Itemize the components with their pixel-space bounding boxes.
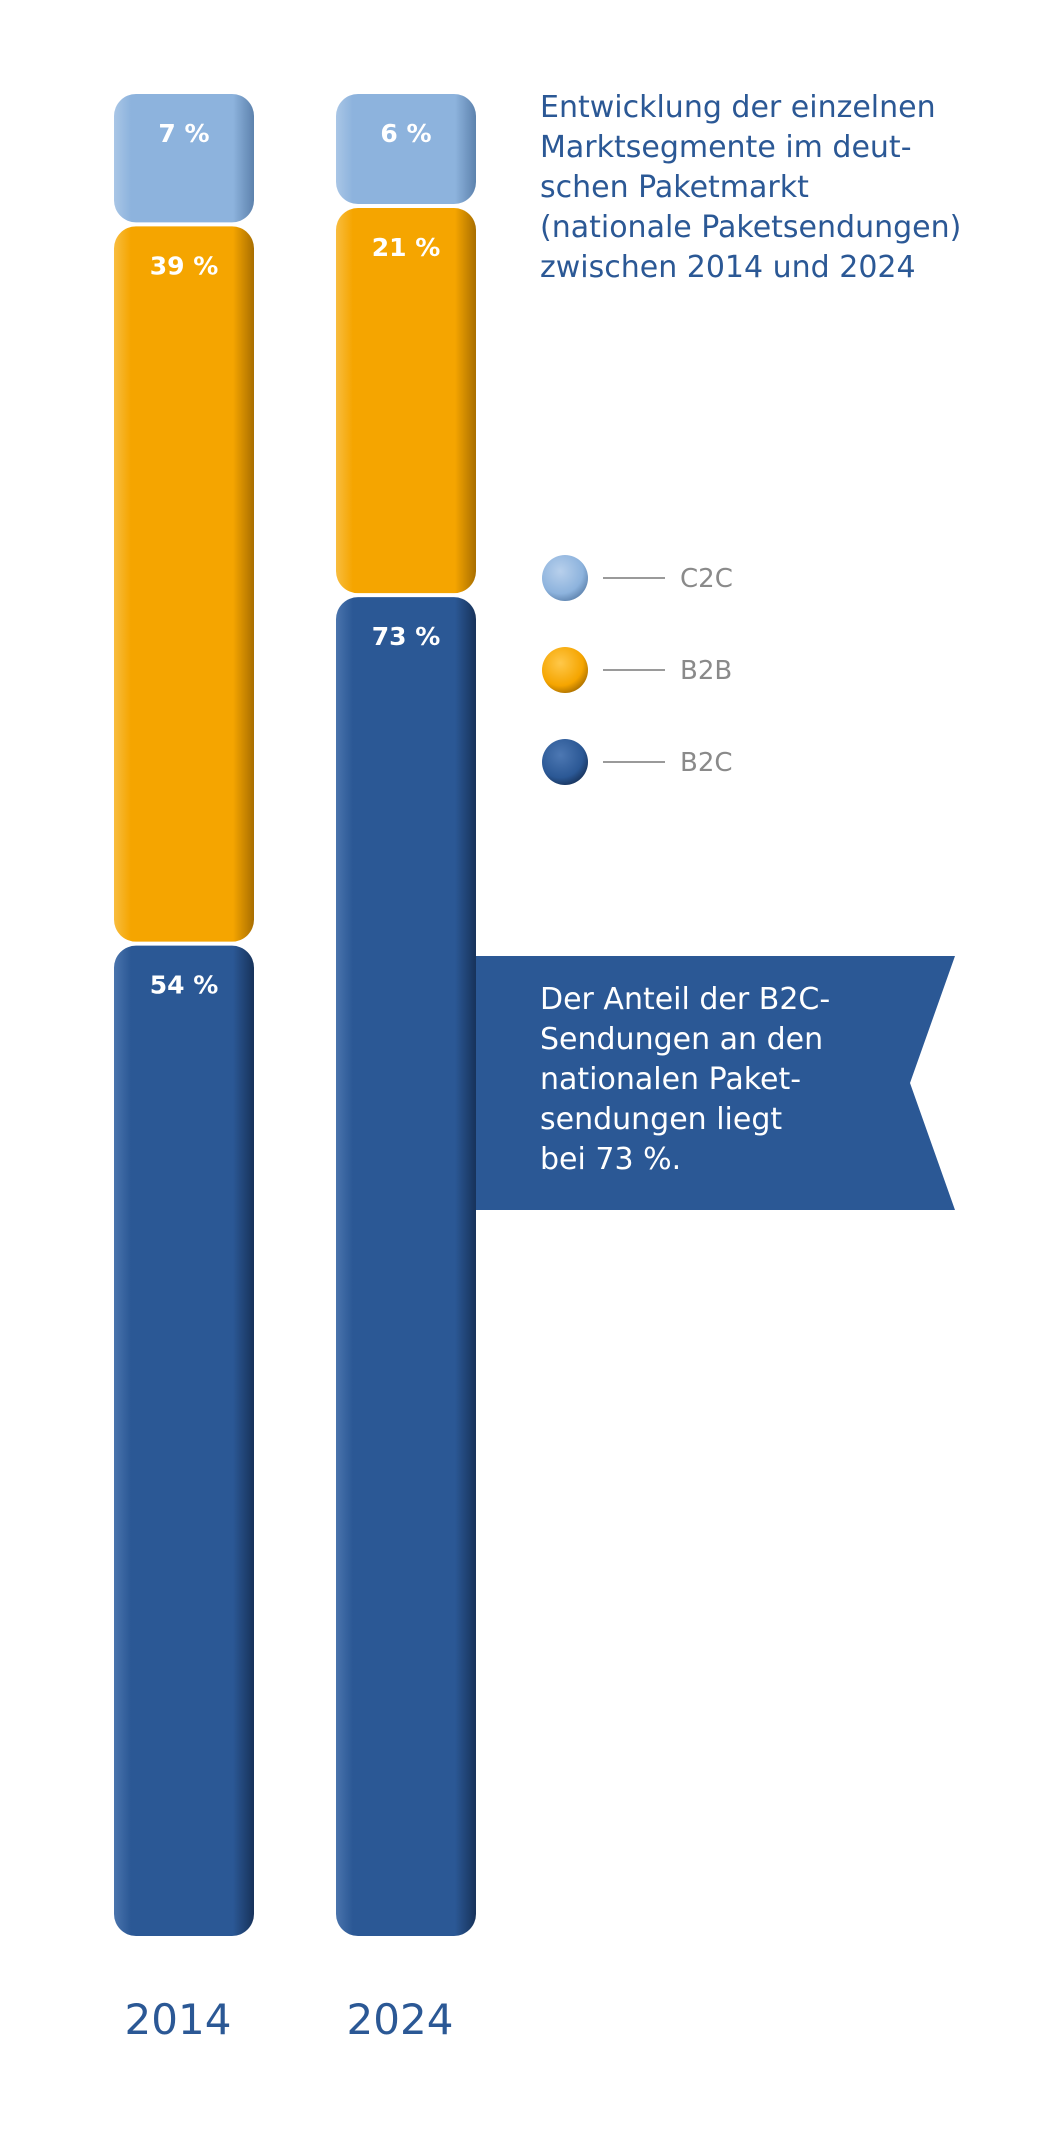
data-label-c2c-2014: 7 % [158, 119, 209, 148]
chart-title-line: schen Paketmarkt [540, 170, 809, 205]
bar-b2c-2024 [336, 597, 476, 1937]
chart-title-line: Entwicklung der einzelnen [540, 90, 936, 125]
legend-swatch-c2c [542, 555, 588, 601]
callout-line: Sendungen an den [540, 1022, 824, 1057]
legend-label-b2c: B2C [680, 748, 733, 778]
x-tick-label-2024: 2024 [347, 1995, 454, 2044]
data-label-b2c-2024: 73 % [372, 622, 441, 651]
chart-title-line: (nationale Paketsendungen) [540, 210, 962, 245]
callout-line: Der Anteil der B2C- [540, 982, 831, 1017]
chart-title: Entwicklung der einzelnen Marktsegmente … [540, 88, 1010, 288]
bar-b2c-2014 [114, 945, 254, 1936]
bar-b2b-2024 [336, 208, 476, 594]
data-label-b2b-2014: 39 % [150, 251, 219, 280]
callout-line: nationalen Paket- [540, 1062, 802, 1097]
legend-label-b2b: B2B [680, 656, 732, 686]
data-label-c2c-2024: 6 % [380, 119, 431, 148]
legend-label-c2c: C2C [680, 564, 733, 594]
chart-title-line: Marktsegmente im deut- [540, 130, 912, 165]
data-label-b2c-2014: 54 % [150, 971, 219, 1000]
bar-c2c-2014 [114, 94, 254, 223]
legend-swatch-b2b [542, 647, 588, 693]
callout-text: Der Anteil der B2C- Sendungen an den nat… [540, 980, 900, 1180]
bar-b2b-2014 [114, 226, 254, 942]
callout-line: sendungen liegt [540, 1102, 783, 1137]
x-tick-label-2014: 2014 [125, 1995, 232, 2044]
data-label-b2b-2024: 21 % [372, 233, 441, 262]
callout-line: bei 73 %. [540, 1142, 682, 1177]
bar-c2c-2024 [336, 94, 476, 205]
callout-banner [460, 956, 955, 1210]
chart-title-line: zwischen 2014 und 2024 [540, 250, 916, 285]
legend-swatch-b2c [542, 739, 588, 785]
